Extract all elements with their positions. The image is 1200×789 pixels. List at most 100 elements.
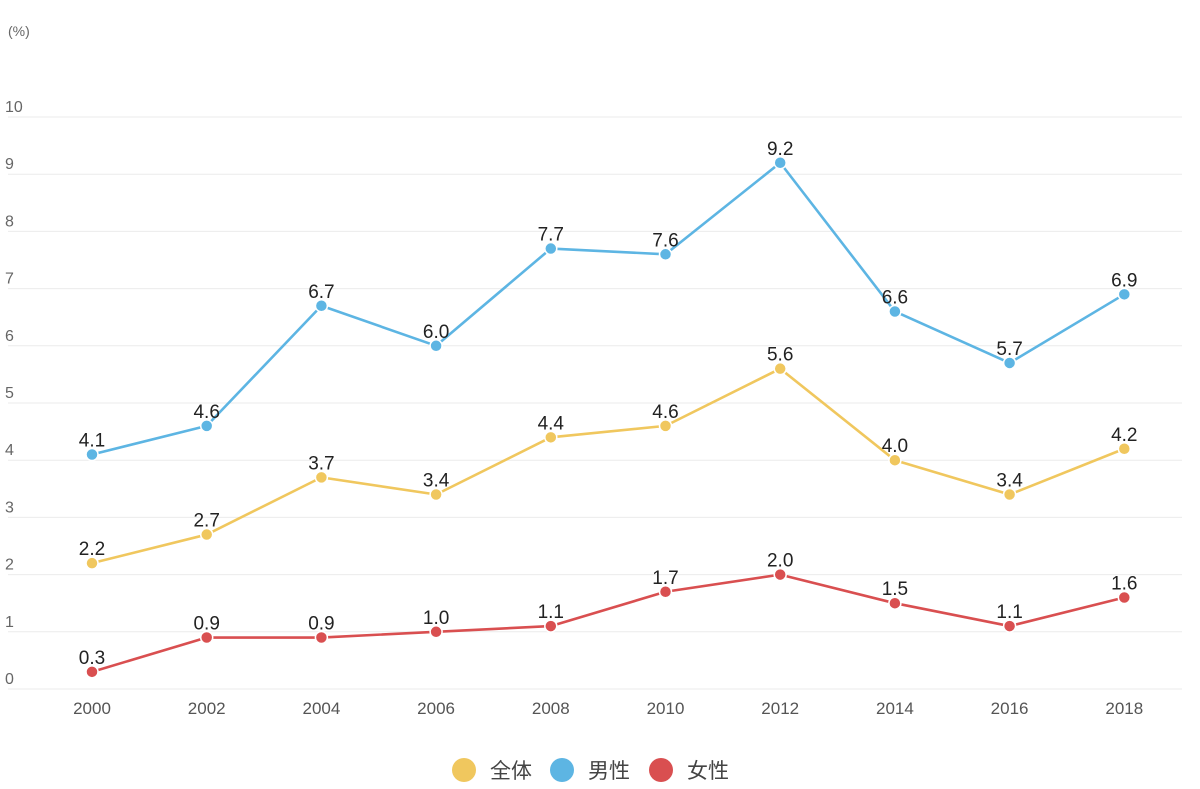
x-axis-ticks: 2000 2002 2004 2006 2008 2010 2012 2014 2016 2018 [73,699,1143,718]
data-label: 6.9 [1111,270,1137,291]
data-label: 1.6 [1111,573,1137,594]
x-tick-label: 2002 [188,699,226,718]
data-point[interactable] [658,419,673,433]
data-point[interactable] [1002,619,1017,633]
data-label: 1.5 [882,579,908,600]
data-label: 5.6 [767,345,793,366]
x-tick-label: 2014 [876,699,914,718]
series-女性 [85,567,1132,679]
data-point[interactable] [773,361,787,376]
data-label: 6.7 [308,282,334,303]
data-point[interactable] [314,299,329,313]
series-line [91,367,1125,565]
data-point[interactable] [85,447,99,462]
y-tick-label: 6 [5,328,14,345]
y-tick-label: 10 [5,99,23,116]
data-label: 1.1 [538,602,564,623]
data-point[interactable] [1117,442,1132,456]
legend-swatch-icon [452,758,476,782]
data-label: 0.3 [79,648,105,669]
legend-item[interactable]: 女性 [649,758,729,783]
data-label: 0.9 [308,614,334,635]
y-axis-ticks: 0 1 2 3 4 5 6 7 8 9 10 [5,99,23,688]
series-line [91,573,1125,674]
y-tick-label: 4 [5,442,14,459]
data-point[interactable] [429,487,443,502]
y-tick-label: 8 [5,213,14,230]
data-label: 9.2 [767,139,793,160]
x-tick-label: 2000 [73,699,111,718]
data-label: 4.6 [652,402,678,423]
x-tick-label: 2006 [417,699,455,718]
data-point[interactable] [544,241,558,256]
y-tick-label: 5 [5,385,14,402]
data-label: 7.7 [538,225,564,246]
data-label: 3.4 [996,471,1023,492]
data-point[interactable] [85,556,99,570]
data-point[interactable] [199,630,214,645]
data-label: 3.4 [423,471,450,492]
x-tick-label: 2018 [1105,699,1143,718]
legend: 全体 男性 女性 [452,758,729,783]
data-point[interactable] [658,247,673,262]
data-label: 4.0 [882,436,908,457]
legend-swatch-icon [649,758,673,782]
data-point[interactable] [1002,356,1017,370]
series-layer [85,156,1132,679]
x-tick-label: 2010 [647,699,685,718]
legend-swatch-icon [550,758,574,782]
x-tick-label: 2016 [991,699,1029,718]
data-label: 4.1 [79,430,105,451]
data-point[interactable] [429,339,443,353]
data-label: 2.0 [767,551,793,572]
data-point[interactable] [85,665,99,679]
data-point[interactable] [773,567,787,582]
data-point[interactable] [544,619,558,633]
y-tick-label: 3 [5,499,14,516]
legend-label: 男性 [588,759,630,783]
series-line [91,161,1125,456]
legend-label: 女性 [687,759,729,783]
y-tick-label: 9 [5,156,14,173]
legend-item[interactable]: 全体 [452,758,532,783]
data-label: 1.1 [996,602,1022,623]
series-男性 [85,156,1132,462]
data-label: 6.0 [423,322,449,343]
y-tick-label: 1 [5,614,14,631]
data-point[interactable] [199,527,214,542]
data-label: 7.6 [652,230,678,251]
data-label: 5.7 [996,339,1022,360]
series-全体 [85,361,1132,570]
y-tick-label: 2 [5,557,14,574]
data-label: 4.2 [1111,425,1137,446]
data-point[interactable] [1002,487,1017,502]
data-point[interactable] [888,453,902,467]
data-point[interactable] [199,419,214,433]
data-label: 3.7 [308,453,334,474]
data-point[interactable] [314,470,329,485]
data-label: 1.7 [652,568,678,589]
data-point[interactable] [429,625,443,639]
x-tick-label: 2004 [302,699,340,718]
data-point[interactable] [658,585,673,599]
y-tick-label: 7 [5,271,14,288]
legend-label: 全体 [490,759,532,783]
legend-item[interactable]: 男性 [550,758,630,783]
data-point[interactable] [888,596,902,610]
data-label: 0.9 [193,614,219,635]
data-point[interactable] [773,156,787,170]
data-point[interactable] [1117,590,1132,605]
data-labels: 2.2 2.7 3.7 3.4 4.4 4.6 5.6 4.0 3.4 4.2 4.1 4.6 6.7 6… [79,139,1138,669]
data-label: 2.7 [193,511,219,532]
data-point[interactable] [544,430,558,445]
data-point[interactable] [314,630,329,645]
data-label: 4.4 [538,413,565,434]
data-label: 6.6 [882,287,908,308]
data-label: 1.0 [423,608,449,629]
data-label: 4.6 [193,402,219,423]
y-axis-unit-label: (%) [8,23,30,39]
y-tick-label: 0 [5,671,14,688]
data-point[interactable] [1117,287,1132,302]
data-point[interactable] [888,304,902,319]
